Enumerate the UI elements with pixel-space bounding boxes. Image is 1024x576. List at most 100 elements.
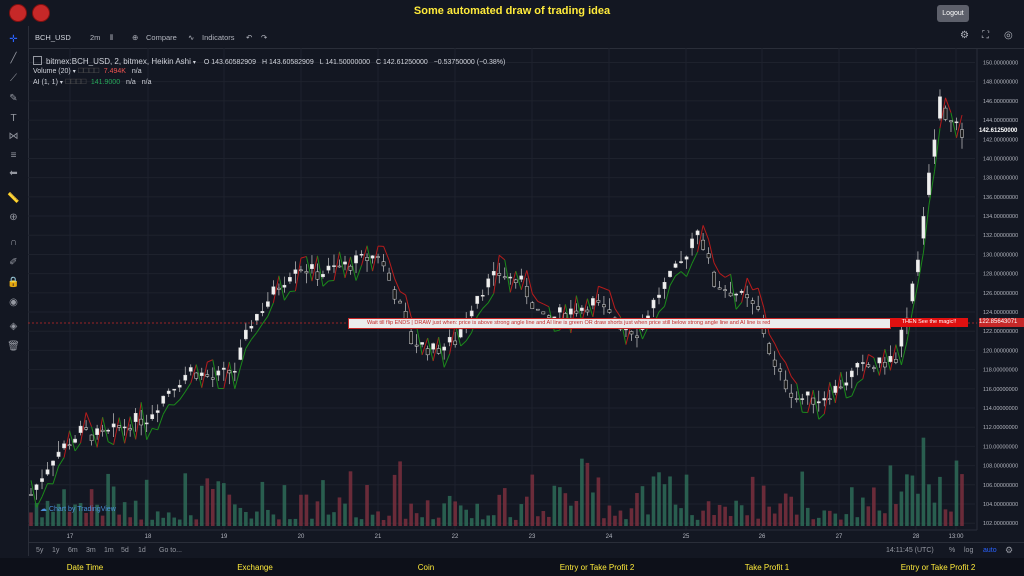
symbol-search[interactable]: BCH_USD xyxy=(35,33,71,42)
legend-buttons[interactable]: ☐☐☐☐ xyxy=(64,79,87,86)
volume-bar xyxy=(475,503,480,526)
compare-plus-icon[interactable]: ⊕ xyxy=(132,33,139,42)
brush-icon[interactable]: ✎ xyxy=(9,93,18,104)
chevron-down-icon[interactable]: ▾ xyxy=(72,69,76,75)
ruler-icon[interactable]: 📏 xyxy=(7,193,20,204)
zoom-icon[interactable]: ⊕ xyxy=(9,212,18,223)
volume-bar xyxy=(938,476,942,526)
candle-body xyxy=(188,367,193,372)
volume-bar xyxy=(100,515,105,526)
candle-body xyxy=(943,107,948,120)
price-tick-label: 110.00000000 xyxy=(983,444,1018,450)
range-5d[interactable]: 5d xyxy=(121,547,129,554)
volume-bar xyxy=(403,518,408,526)
range-1m[interactable]: 1m xyxy=(104,547,114,554)
volume-bar xyxy=(591,492,595,526)
candle-body xyxy=(585,309,590,313)
candle-body xyxy=(624,328,628,331)
volume-bar xyxy=(960,474,964,526)
ai-line-segment xyxy=(278,275,285,301)
time-tick-label: 20 xyxy=(298,534,305,540)
settings-icon[interactable]: ⚙ xyxy=(960,30,969,41)
indicators-icon[interactable]: ∿ xyxy=(188,33,195,42)
volume-bar xyxy=(905,474,909,526)
range-5y[interactable]: 5y xyxy=(36,547,44,554)
trash-icon[interactable]: 🗑 xyxy=(7,341,20,352)
pitchfork-icon[interactable]: ⟋ xyxy=(10,73,17,84)
crosshair-icon[interactable]: ✛ xyxy=(9,34,18,45)
ai-line-segment xyxy=(730,274,737,310)
screenshot-icon[interactable]: ◎ xyxy=(1004,30,1013,41)
candle-body xyxy=(860,362,865,364)
volume-bar xyxy=(943,509,948,526)
log-toggle[interactable]: log xyxy=(964,547,974,554)
candle-body xyxy=(844,382,849,386)
price-tick-label: 102.00000000 xyxy=(983,521,1018,527)
bar-style-icon[interactable]: ⫴ xyxy=(110,33,114,42)
volume-bar xyxy=(277,519,281,526)
settings-icon[interactable]: ⚙ xyxy=(1005,545,1014,555)
logout-button[interactable]: Logout xyxy=(937,5,969,22)
candle-body xyxy=(580,307,584,311)
candle-body xyxy=(690,238,694,249)
volume-bar xyxy=(844,514,849,526)
candle-body xyxy=(916,259,920,273)
text-icon[interactable]: T xyxy=(10,113,17,124)
lock-icon[interactable]: 🔒 xyxy=(7,277,20,288)
range-1y[interactable]: 1y xyxy=(52,547,60,554)
volume-bar xyxy=(381,519,386,526)
volume-bar xyxy=(288,519,292,526)
redo-icon[interactable]: ↷ xyxy=(261,33,268,42)
candle-body xyxy=(365,257,369,261)
volume-bar xyxy=(431,519,435,526)
chevron-down-icon[interactable]: ▾ xyxy=(192,60,196,66)
candle-body xyxy=(877,357,882,364)
fullscreen-icon[interactable]: ⛶ xyxy=(982,30,989,41)
eye-icon[interactable]: ◉ xyxy=(9,297,18,308)
volume-label[interactable]: Volume (20) xyxy=(33,68,71,75)
time-tick-label: 28 xyxy=(913,534,920,540)
legend-buttons[interactable]: ☐☐☐☐ xyxy=(77,68,100,75)
candle-body xyxy=(106,429,110,432)
fib-icon[interactable]: ≡ xyxy=(10,150,17,161)
lock-drawing-icon[interactable]: ✐ xyxy=(9,257,18,268)
undo-icon[interactable]: ↶ xyxy=(246,33,253,42)
price-tick-label: 108.00000000 xyxy=(983,464,1018,470)
magic-annotation[interactable]: THEN See the magic!! xyxy=(890,318,968,327)
volume-bar xyxy=(172,517,177,526)
ai-line-segment xyxy=(152,427,158,431)
pattern-icon[interactable]: ⋈ xyxy=(8,131,19,142)
candle-body xyxy=(144,422,149,425)
volume-bar xyxy=(794,514,799,526)
range-3m[interactable]: 3m xyxy=(86,547,96,554)
volume-bar xyxy=(117,514,121,526)
ai-line-segment xyxy=(333,251,340,281)
series-name[interactable]: bitmex:BCH_USD, 2, bitmex, Heikin Ashi xyxy=(45,57,191,66)
layers-icon[interactable]: ◈ xyxy=(9,321,18,332)
volume-bar xyxy=(585,462,590,526)
chart-toolbar: BCH_USD 2m ⫴ ⊕ Compare ∿ Indicators ↶ ↷ … xyxy=(28,26,1024,49)
range-1d[interactable]: 1d xyxy=(138,547,146,554)
chevron-down-icon[interactable]: ▾ xyxy=(59,80,63,86)
magnet-icon[interactable]: ∩ xyxy=(9,237,18,248)
volume-bar xyxy=(541,511,546,526)
back-arrow-icon[interactable]: ⬅ xyxy=(9,168,18,179)
candle-body xyxy=(293,269,298,274)
interval-selector[interactable]: 2m xyxy=(90,33,101,42)
percent-toggle[interactable]: % xyxy=(949,547,956,554)
candle-body xyxy=(210,377,215,380)
compare-button[interactable]: Compare xyxy=(146,33,177,42)
volume-bar xyxy=(376,511,380,526)
goto-button[interactable]: Go to... xyxy=(159,547,182,554)
tradingview-watermark[interactable]: ☁ Chart by TradingView xyxy=(40,505,116,513)
candle-body xyxy=(558,307,562,313)
volume-bar xyxy=(29,512,33,526)
trend-line-icon[interactable]: ╱ xyxy=(10,53,17,64)
trading-rule-annotation[interactable]: Wait till flip ENDS | DRAW just when: pr… xyxy=(348,318,891,329)
auto-toggle[interactable]: auto xyxy=(983,547,997,554)
indicators-button[interactable]: Indicators xyxy=(202,33,235,42)
range-6m[interactable]: 6m xyxy=(68,547,78,554)
ai-label[interactable]: AI (1, 1) xyxy=(33,79,58,86)
volume-bar xyxy=(805,507,810,526)
